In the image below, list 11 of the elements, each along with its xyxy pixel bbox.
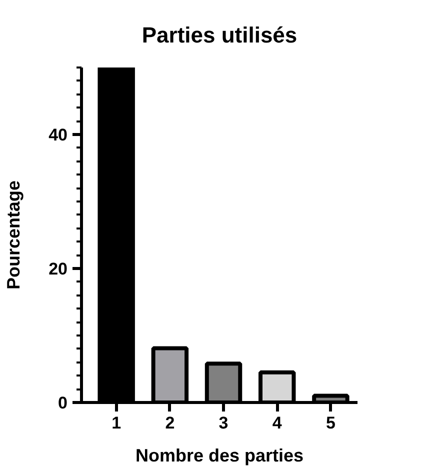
chart-title: Parties utilisés [142,22,298,48]
y-tick-label: 40 [48,126,68,144]
x-tick-label: 1 [112,414,122,432]
x-tick-label: 2 [165,414,175,432]
x-tick-label: 3 [218,414,228,432]
x-tick-label: 4 [272,414,282,432]
y-axis-title: Pourcentage [4,180,24,290]
x-tick-label: 5 [326,414,336,432]
y-tick-label: 20 [48,260,68,278]
x-axis-title: Nombre des parties [135,446,304,466]
y-tick-label: 0 [58,394,68,412]
